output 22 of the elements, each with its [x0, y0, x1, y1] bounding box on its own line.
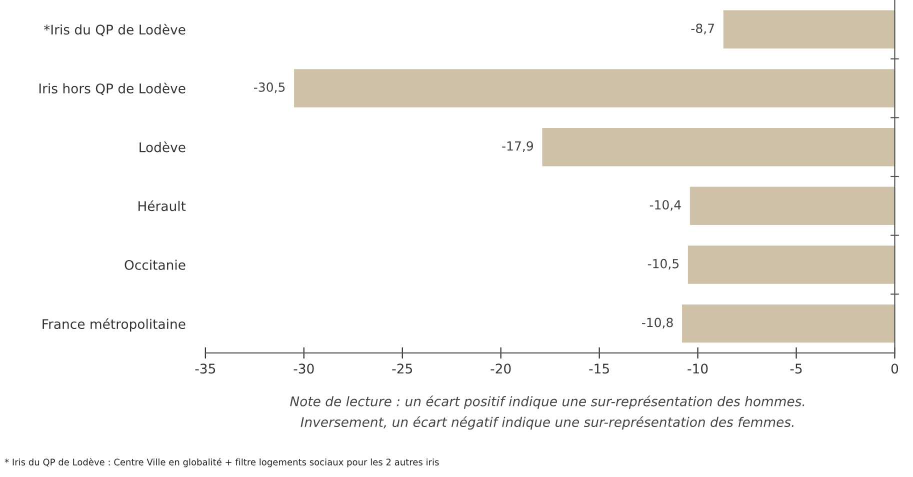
x-tick-label: -20	[490, 364, 511, 374]
x-tick-label: -25	[392, 364, 412, 374]
x-tick-label: 0	[891, 364, 898, 374]
x-tick-label: -15	[589, 364, 609, 374]
data-label: -10,5	[648, 258, 679, 270]
text: Note de lecture : un écart positif indique une sur-représentation des hommes. Inversement, un écart négatif indique une sur-représentation des femmes.	[290, 396, 804, 430]
data-label: -30,5	[254, 82, 285, 94]
x-tick-label: -30	[294, 364, 314, 374]
x-tick-label: -5	[790, 364, 802, 374]
text: * Iris du QP de Lodève : Centre Ville en globalité + filtre logements sociaux pour les 2 autres iris	[4, 458, 439, 468]
y-tick-label: Occitanie	[124, 260, 186, 270]
y-tick-label: Iris hors QP de Lodève	[39, 82, 186, 95]
y-tick-label: *Iris du QP de Lodève	[44, 24, 186, 36]
y-tick-label: France métropolitaine	[42, 318, 186, 332]
y-tick-label: Lodève	[140, 142, 186, 152]
x-tick-label: -10	[688, 364, 708, 374]
x-tick-label: -35	[195, 364, 216, 374]
data-label: -10,8	[642, 318, 673, 328]
y-tick-label: Hérault	[138, 200, 186, 212]
data-label: -8,7	[691, 24, 714, 34]
data-label: -17,9	[502, 141, 533, 152]
data-label: -10,4	[650, 200, 681, 211]
